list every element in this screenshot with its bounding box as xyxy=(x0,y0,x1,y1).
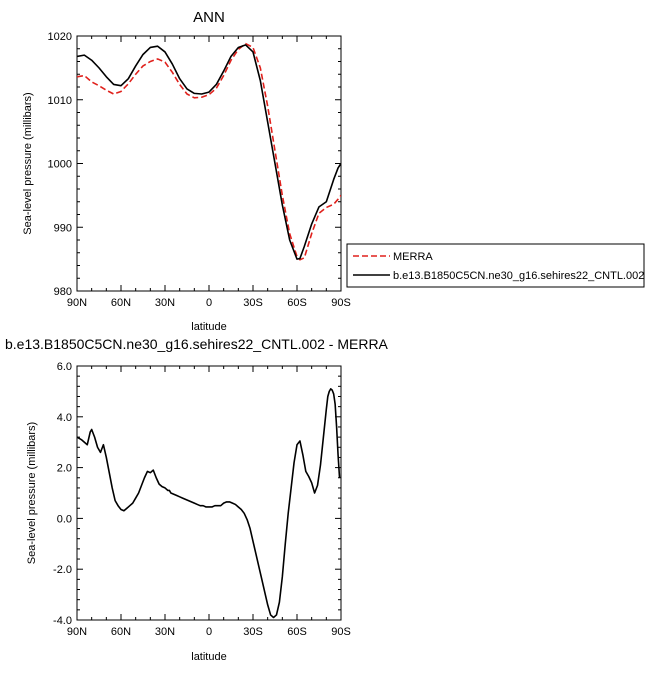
x-tick-label: 60S xyxy=(287,626,307,638)
x-tick-label: 0 xyxy=(206,626,212,638)
x-tick-label: 90N xyxy=(67,297,87,309)
x-tick-label: 30S xyxy=(243,626,263,638)
chart-title: ANN xyxy=(193,9,225,26)
y-tick-label: 990 xyxy=(54,222,72,234)
y-axis-label: Sea-level pressure (millibars) xyxy=(26,422,38,564)
x-tick-label: 0 xyxy=(206,297,212,309)
x-tick-label: 30N xyxy=(155,297,175,309)
x-tick-label: 60S xyxy=(287,297,307,309)
plot-frame xyxy=(76,365,342,621)
y-tick-label: 1000 xyxy=(48,159,72,171)
legend-box xyxy=(346,243,645,288)
x-tick-label: 90N xyxy=(67,626,87,638)
x-axis-label: latitude xyxy=(191,651,226,663)
y-tick-label: 2.0 xyxy=(57,463,72,475)
legend-label-2: b.e13.B1850C5CN.ne30_g16.sehires22_CNTL.… xyxy=(393,270,644,282)
y-tick-label: -2.0 xyxy=(53,564,72,576)
plot-2 xyxy=(76,365,342,621)
x-tick-label: 90S xyxy=(331,626,351,638)
y-tick-label: 980 xyxy=(54,286,72,298)
y-tick-label: 1010 xyxy=(48,95,72,107)
plot-1 xyxy=(76,35,342,292)
series-line-1-1 xyxy=(77,42,341,261)
y-tick-label: 1020 xyxy=(48,31,72,43)
series-line-1-2 xyxy=(77,44,341,260)
series-line-2-1 xyxy=(77,388,341,619)
x-axis-label: latitude xyxy=(191,321,226,333)
y-tick-label: 0.0 xyxy=(57,513,72,525)
x-tick-label: 90S xyxy=(331,297,351,309)
x-tick-label: 30N xyxy=(155,626,175,638)
legend xyxy=(346,243,645,288)
x-tick-label: 60N xyxy=(111,297,131,309)
x-tick-label: 60N xyxy=(111,626,131,638)
y-axis-label: Sea-level pressure (millibars) xyxy=(22,92,34,234)
chart-title: b.e13.B1850C5CN.ne30_g16.sehires22_CNTL.… xyxy=(5,336,389,352)
x-tick-label: 30S xyxy=(243,297,263,309)
legend-label-1: MERRA xyxy=(393,251,433,263)
y-tick-label: 4.0 xyxy=(57,412,72,424)
y-tick-label: 6.0 xyxy=(57,361,72,373)
y-tick-label: -4.0 xyxy=(53,615,72,627)
